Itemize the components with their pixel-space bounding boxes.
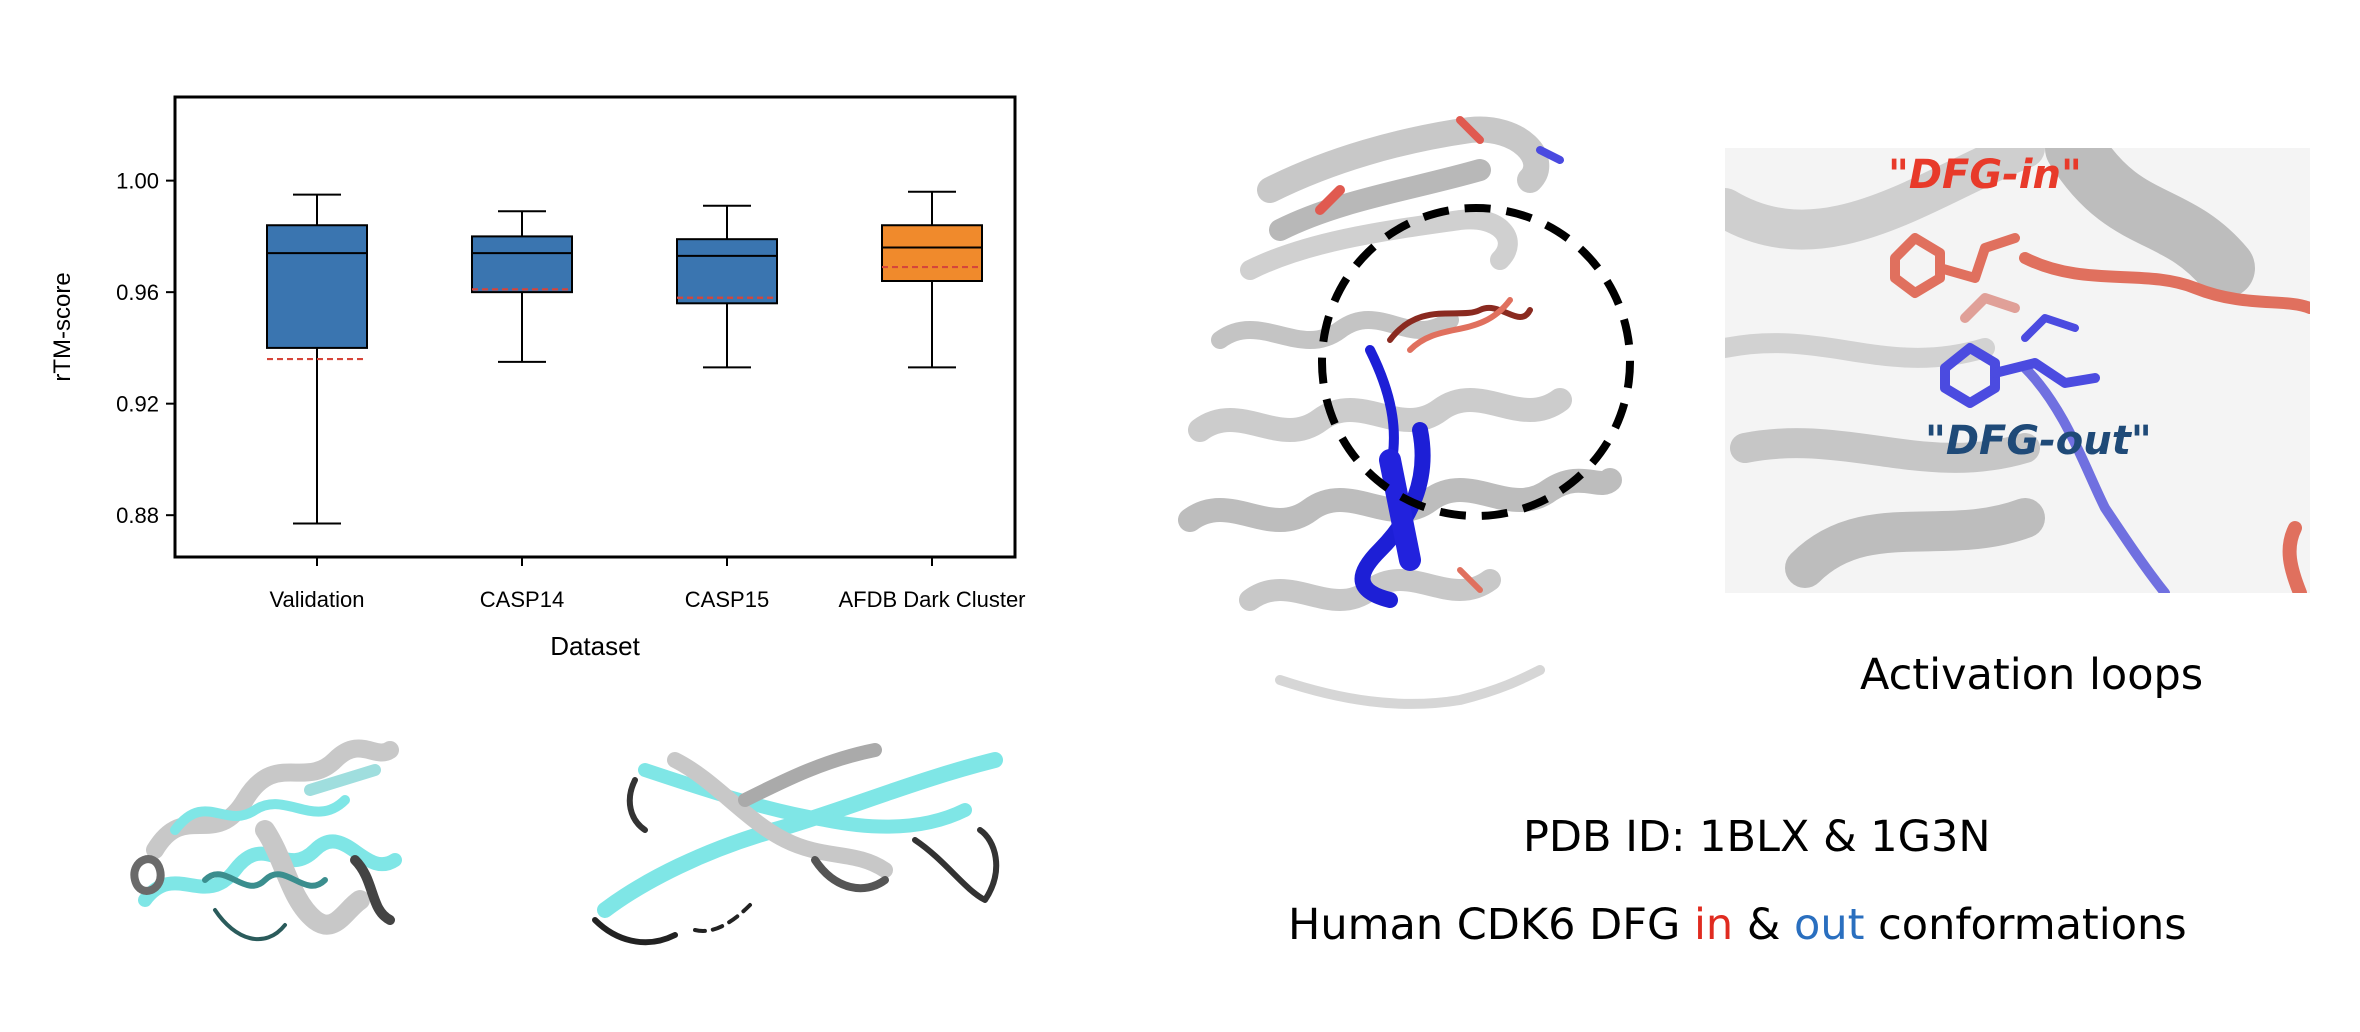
conformations-caption: Human CDK6 DFG in & out conformations bbox=[1288, 900, 2187, 950]
y-tick-label: 1.00 bbox=[116, 169, 159, 194]
box-iqr bbox=[881, 224, 983, 283]
protein-structure-alpha-beta bbox=[130, 739, 402, 942]
box-group-3 bbox=[676, 204, 778, 369]
dfg-out-label: "DFG-out" bbox=[1925, 418, 2152, 464]
box-iqr bbox=[676, 238, 778, 305]
dfg-in-label: "DFG-in" bbox=[1888, 152, 2082, 198]
kinase-structure bbox=[1178, 116, 1634, 709]
protein-structure-helical bbox=[592, 743, 1003, 946]
x-tick-label: Validation bbox=[270, 587, 365, 612]
box-group-2 bbox=[471, 210, 573, 363]
box-plot: 0.88 0.92 0.96 1.00 Validation CASP14 CASP15 A… bbox=[49, 95, 1026, 661]
x-tick-label: CASP14 bbox=[480, 587, 564, 612]
y-axis-label: rTM-score bbox=[49, 272, 76, 381]
conformations-caption-out: out bbox=[1794, 900, 1865, 950]
plot-frame bbox=[173, 95, 1017, 559]
conformations-caption-amp: & bbox=[1733, 900, 1795, 950]
y-tick-label: 0.88 bbox=[116, 503, 159, 528]
box-iqr bbox=[266, 224, 368, 349]
activation-loops-caption: Activation loops bbox=[1860, 650, 2204, 700]
x-tick-label: CASP15 bbox=[685, 587, 769, 612]
conformations-caption-prefix: Human CDK6 DFG bbox=[1288, 900, 1694, 950]
y-tick-label: 0.96 bbox=[116, 280, 159, 305]
box-group-1 bbox=[266, 193, 368, 525]
conformations-caption-suffix: conformations bbox=[1864, 900, 2187, 950]
y-tick-label: 0.92 bbox=[116, 392, 159, 417]
x-axis-label: Dataset bbox=[550, 631, 640, 661]
activation-loop-zoom bbox=[1725, 148, 2310, 593]
pdb-id-caption: PDB ID: 1BLX & 1G3N bbox=[1523, 812, 1991, 862]
conformations-caption-in: in bbox=[1693, 900, 1734, 950]
x-tick-label: AFDB Dark Cluster bbox=[838, 587, 1025, 612]
box-iqr bbox=[471, 235, 573, 294]
activation-loop-highlight-circle bbox=[1318, 204, 1634, 520]
box-group-4 bbox=[881, 190, 983, 369]
